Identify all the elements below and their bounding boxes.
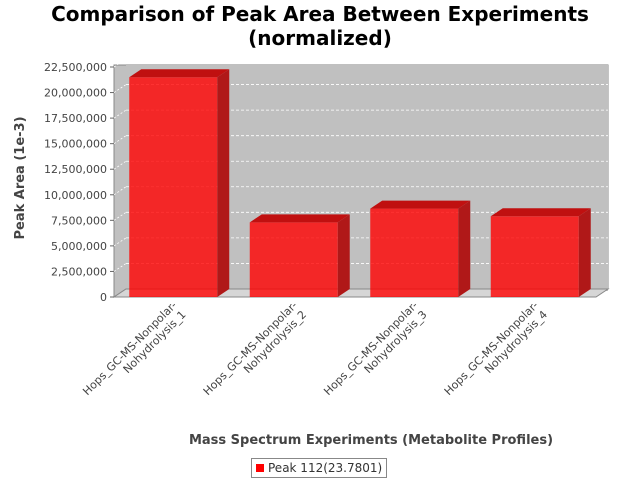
legend-label: Peak 112(23.7801) xyxy=(268,461,383,475)
y-tick-label: 15,000,000 xyxy=(44,138,107,151)
x-tick-label-line: Hops_GC-MS-Nonpolar- xyxy=(321,299,420,398)
bar-side xyxy=(458,200,471,297)
x-tick-label: Hops_GC-MS-Nonpolar-Nohydrolysis_4 xyxy=(442,299,550,407)
bar xyxy=(249,214,350,297)
y-tick-label: 2,500,000 xyxy=(51,265,107,278)
bar xyxy=(490,208,591,297)
bar xyxy=(129,69,230,297)
legend-swatch xyxy=(256,464,264,472)
y-tick-label: 7,500,000 xyxy=(51,214,107,227)
bar-top xyxy=(490,208,591,217)
x-tick-label-line: Hops_GC-MS-Nonpolar- xyxy=(80,299,179,398)
gridline-depth xyxy=(113,84,127,93)
legend: Peak 112(23.7801) xyxy=(251,458,388,478)
y-tick-label: 12,500,000 xyxy=(44,163,107,176)
bar-top xyxy=(370,200,471,209)
gridline-depth xyxy=(113,160,127,170)
bar-top xyxy=(129,69,230,78)
x-tick-label: Hops_GC-MS-Nonpolar-Nohydrolysis_2 xyxy=(201,299,309,407)
gridline-depth xyxy=(113,186,127,196)
gridline-depth xyxy=(113,263,127,272)
x-axis: Hops_GC-MS-Nonpolar-Nohydrolysis_1 Hops_G… xyxy=(80,299,550,407)
bar-front xyxy=(370,208,459,297)
x-tick-label: Hops_GC-MS-Nonpolar-Nohydrolysis_1 xyxy=(80,299,188,407)
x-tick-label-line: Hops_GC-MS-Nonpolar- xyxy=(201,299,300,398)
chart-title-line-2: (normalized) xyxy=(248,26,392,50)
gridline-depth xyxy=(113,135,127,144)
y-axis: 0 2,500,000 5,000,000 7,500,000 10,000,000 12… xyxy=(44,61,114,304)
bar-side xyxy=(217,69,230,297)
bar xyxy=(370,200,471,297)
chart-title-line-1: Comparison of Peak Area Between Experime… xyxy=(51,2,589,26)
bar-front xyxy=(249,222,338,297)
bar-side xyxy=(337,214,350,297)
gridline-depth xyxy=(113,237,127,247)
bar-series xyxy=(129,69,591,297)
y-tick-label: 20,000,000 xyxy=(44,87,107,100)
gridline-depth xyxy=(113,58,127,68)
y-tick-label: 22,500,000 xyxy=(44,61,107,74)
gridline-depth xyxy=(113,109,127,119)
chart-title: Comparison of Peak Area Between Experime… xyxy=(0,2,640,50)
y-tick-label: 17,500,000 xyxy=(44,112,107,125)
bar-front xyxy=(129,77,218,297)
y-tick-label: 5,000,000 xyxy=(51,240,107,253)
x-tick-label: Hops_GC-MS-Nonpolar-Nohydrolysis_3 xyxy=(321,299,429,407)
y-tick-label: 10,000,000 xyxy=(44,189,107,202)
bar-top xyxy=(249,214,350,223)
y-axis-label: Peak Area (1e-3) xyxy=(13,116,28,239)
gridline-depth xyxy=(113,212,127,221)
bar-side xyxy=(578,208,591,297)
bar-front xyxy=(490,216,579,297)
x-axis-label: Mass Spectrum Experiments (Metabolite Pr… xyxy=(189,433,553,448)
y-tick-label: 0 xyxy=(100,291,107,304)
x-tick-label-line: Hops_GC-MS-Nonpolar- xyxy=(442,299,541,398)
